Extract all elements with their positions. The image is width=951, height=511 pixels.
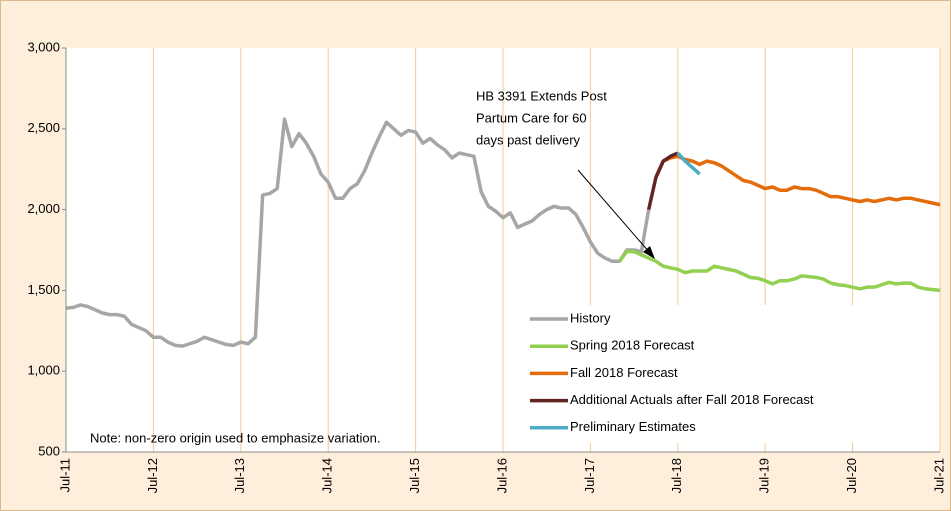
x-tick-label: Jul-18 <box>669 458 684 493</box>
legend-label: Preliminary Estimates <box>570 419 696 434</box>
legend-label: Additional Actuals after Fall 2018 Forec… <box>570 392 814 407</box>
y-tick-label: 500 <box>38 443 60 458</box>
x-tick-label: Jul-16 <box>494 458 509 493</box>
note: Note: non-zero origin used to emphasize … <box>90 430 381 445</box>
annotation: HB 3391 Extends Post Partum Care for 60 … <box>476 88 655 259</box>
arrow-head <box>643 246 655 259</box>
x-tick-label: Jul-17 <box>582 458 597 493</box>
legend-label: Fall 2018 Forecast <box>570 365 678 380</box>
x-tick-label: Jul-20 <box>844 458 859 493</box>
y-tick-label: 3,000 <box>27 39 60 54</box>
y-tick-label: 2,500 <box>27 120 60 135</box>
y-tick-label: 2,000 <box>27 201 60 216</box>
x-tick-label: Jul-11 <box>57 458 72 492</box>
x-tick-label: Jul-12 <box>145 458 160 493</box>
y-tick-label: 1,000 <box>27 363 60 378</box>
legend-label: Spring 2018 Forecast <box>570 338 695 353</box>
annotation-line: HB 3391 Extends Post <box>476 88 607 103</box>
x-tick-label: Jul-13 <box>232 458 247 493</box>
x-tick-label: Jul-19 <box>757 458 772 493</box>
annotation-line: Partum Care for 60 <box>476 110 587 125</box>
x-tick-label: Jul-14 <box>320 458 335 493</box>
series-line <box>618 249 941 293</box>
legend: History Spring 2018 Forecast Fall 2018 For… <box>530 310 814 434</box>
lines <box>65 117 941 348</box>
series-line <box>65 117 651 348</box>
series-line <box>654 154 941 207</box>
annotation-arrow <box>577 169 651 254</box>
series-line <box>676 151 701 176</box>
series-line <box>646 151 679 210</box>
legend-label: History <box>570 310 611 325</box>
y-tick-label: 1,500 <box>27 282 60 297</box>
x-tick-label: Jul-21 <box>931 458 946 493</box>
x-tick-label: Jul-15 <box>407 458 422 493</box>
annotation-line: days past delivery <box>476 132 581 147</box>
legend-box <box>524 305 938 443</box>
